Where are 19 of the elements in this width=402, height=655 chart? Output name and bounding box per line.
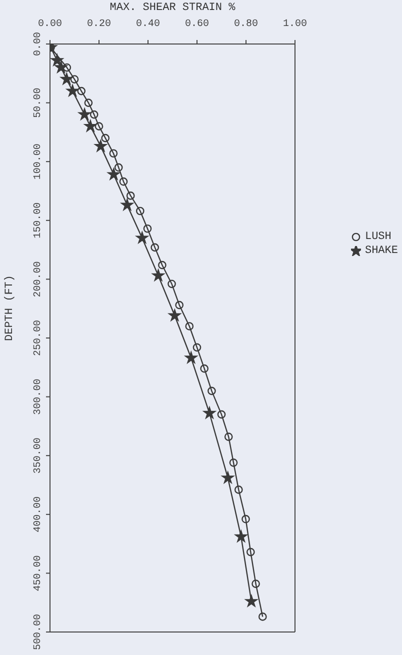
- x-tick-label: 1.00: [282, 19, 307, 30]
- y-tick-label: 50.00: [33, 88, 44, 118]
- legend-label: LUSH: [364, 230, 392, 244]
- y-tick-label: 300.00: [33, 378, 44, 415]
- legend-label: SHAKE: [364, 244, 398, 258]
- y-axis-title: DEPTH (FT): [4, 274, 16, 342]
- y-tick-label: 450.00: [33, 555, 44, 592]
- y-tick-label: 250.00: [33, 320, 44, 356]
- y-tick-label: 400.00: [33, 496, 44, 532]
- x-tick-label: 0.60: [184, 19, 209, 30]
- y-tick-label: 100.00: [33, 144, 44, 180]
- x-tick-label: 0.20: [86, 19, 112, 30]
- x-axis-title: MAX. SHEAR STRAIN %: [110, 2, 236, 14]
- y-tick-label: 150.00: [33, 202, 44, 238]
- y-tick-label: 200.00: [33, 261, 44, 298]
- y-tick-label: 500.00: [33, 614, 44, 650]
- x-tick-label: 0.80: [234, 19, 258, 30]
- x-tick-label: 0.40: [136, 19, 160, 30]
- y-tick-label: 350.00: [33, 438, 44, 474]
